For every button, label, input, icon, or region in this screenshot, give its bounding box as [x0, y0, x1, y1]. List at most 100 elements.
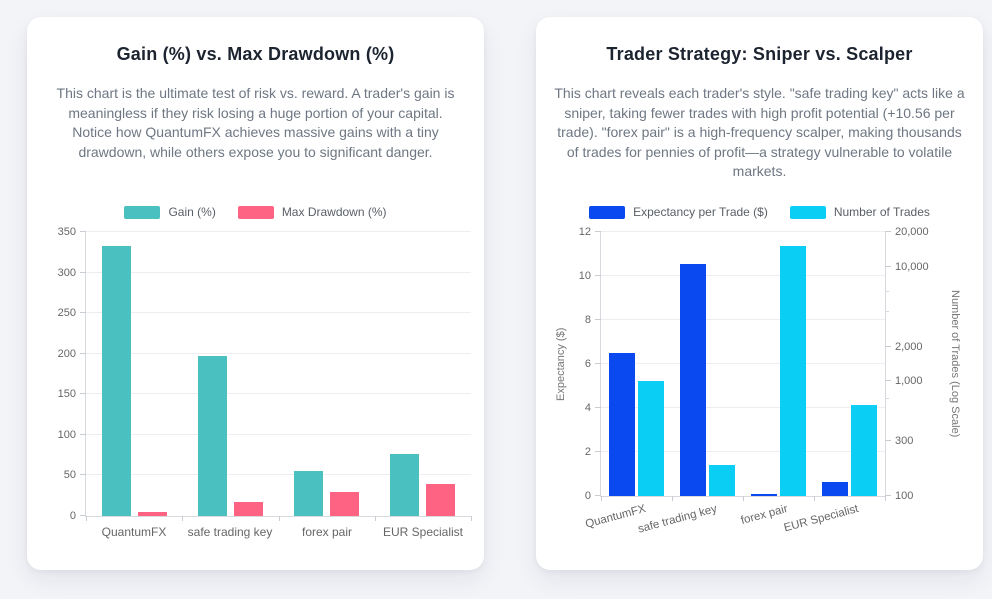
- y-axis-tick-mark: [595, 319, 601, 320]
- x-axis-tick-mark: [471, 516, 472, 521]
- y-axis-tick-mark: [595, 495, 601, 496]
- x-axis-tick-mark: [86, 516, 87, 521]
- y-axis-tick-label: 12: [578, 226, 591, 238]
- legend-item-expectancy[interactable]: Expectancy per Trade ($): [589, 205, 768, 219]
- bar-expectancy-per-trade-forex-pair: [751, 493, 777, 496]
- gain-legend-swatch: [124, 205, 161, 219]
- bar-expectancy-per-trade-quantumfx: [609, 353, 635, 496]
- gridline: [86, 353, 471, 354]
- gridline: [601, 407, 885, 408]
- y-axis-tick-mark: [595, 275, 601, 276]
- right-axis-minor-tick-mark: [885, 291, 889, 292]
- y-axis-tick-label: 8: [584, 314, 591, 326]
- right-axis-tick-label: 20,000: [895, 226, 929, 238]
- y-axis-tick-label: 4: [584, 402, 591, 414]
- expectancy-legend-swatch: [589, 205, 626, 219]
- trader-strategy-plot-area: 0 2 4 6 8 10 12 100 300 1,000 2,000 10,000 20,000 Qua…: [579, 226, 929, 536]
- y-axis-tick-mark: [595, 451, 601, 452]
- gain-drawdown-card: Gain (%) vs. Max Drawdown (%) This chart…: [27, 17, 484, 570]
- y-axis-tick-label: 100: [57, 429, 76, 441]
- category-label-quantumfx: QuantumFX: [101, 525, 167, 539]
- category-label-eur-specialist: EUR Specialist: [782, 503, 861, 535]
- trader-strategy-title: Trader Strategy: Sniper vs. Scalper: [606, 44, 913, 64]
- y-axis-tick-label: 6: [584, 358, 591, 370]
- gridline: [601, 275, 885, 276]
- bar-expectancy-per-trade-safe-trading-key: [680, 263, 706, 496]
- right-axis-tick-mark: [885, 380, 891, 381]
- y-axis-tick-label: 200: [57, 348, 76, 360]
- category-label-safe-trading-key: safe trading key: [187, 525, 273, 539]
- gridline: [86, 231, 471, 232]
- y-axis-tick-mark: [80, 312, 86, 313]
- gain-drawdown-description: This chart is the ultimate test of risk …: [56, 85, 455, 160]
- max-drawdown-legend-label: Max Drawdown (%): [281, 205, 387, 219]
- y-axis-tick-mark: [595, 363, 601, 364]
- bar-max-drawdown-quantumfx: [138, 512, 167, 516]
- x-axis-tick-mark: [672, 496, 673, 501]
- right-axis-tick-mark: [885, 346, 891, 347]
- category-label-safe-trading-key: safe trading key: [636, 503, 719, 536]
- legend-item-max-drawdown[interactable]: Max Drawdown (%): [237, 205, 387, 219]
- category-label-forex-pair: forex pair: [301, 525, 353, 539]
- x-axis-tick-mark: [375, 516, 376, 521]
- right-axis-tick-label: 2,000: [895, 341, 923, 353]
- gridline: [601, 363, 885, 364]
- y-axis-tick-label: 50: [63, 469, 76, 481]
- bar-number-of-trades-safe-trading-key: [709, 464, 735, 496]
- gridline: [86, 312, 471, 313]
- number-of-trades-axis-title: Number of Trades (Log Scale): [949, 290, 961, 438]
- gridline: [86, 272, 471, 273]
- gain-drawdown-plot-area: 0 50 100 150 200 250 300 350 QuantumFX safe tradi…: [58, 226, 472, 539]
- y-axis-tick-label: 2: [584, 446, 591, 458]
- right-axis-tick-mark: [885, 266, 891, 267]
- category-label-forex-pair: forex pair: [739, 503, 790, 527]
- x-axis-tick-mark: [279, 516, 280, 521]
- bar-number-of-trades-quantumfx: [638, 381, 664, 496]
- y-axis-tick-label: 0: [69, 510, 76, 522]
- y-axis-tick-label: 250: [57, 307, 76, 319]
- legend-item-number-of-trades[interactable]: Number of Trades: [789, 205, 930, 219]
- y-axis-tick-mark: [80, 434, 86, 435]
- right-axis-tick-label: 1,000: [895, 375, 923, 387]
- y-axis-tick-mark: [80, 353, 86, 354]
- y-axis-tick-label: 300: [57, 267, 76, 279]
- right-axis-tick-mark: [885, 231, 891, 232]
- gridline: [601, 451, 885, 452]
- legend-item-gain[interactable]: Gain (%): [124, 205, 216, 219]
- right-axis-minor-tick-mark: [885, 398, 889, 399]
- gain-drawdown-title: Gain (%) vs. Max Drawdown (%): [116, 44, 395, 64]
- bar-gain-quantumfx: [102, 245, 131, 516]
- y-axis-tick-mark: [80, 393, 86, 394]
- gridline: [86, 434, 471, 435]
- y-axis-tick-label: 10: [578, 270, 591, 282]
- right-axis-tick-label: 100: [895, 490, 914, 502]
- y-axis-tick-mark: [80, 474, 86, 475]
- trader-strategy-card: Trader Strategy: Sniper vs. Scalper This…: [536, 17, 983, 570]
- trader-strategy-chart: Expectancy per Trade ($) Number of Trade…: [536, 204, 983, 554]
- max-drawdown-legend-swatch: [237, 205, 274, 219]
- right-axis-tick-label: 300: [895, 435, 914, 447]
- expectancy-legend-label: Expectancy per Trade ($): [633, 205, 768, 219]
- x-axis-tick-mark: [601, 496, 602, 501]
- y-axis-tick-label: 350: [57, 226, 76, 238]
- bar-max-drawdown-eur-specialist: [426, 483, 455, 516]
- y-axis-tick-mark: [595, 231, 601, 232]
- number-of-trades-legend-swatch: [789, 205, 826, 219]
- gridline: [601, 319, 885, 320]
- x-axis-tick-mark: [182, 516, 183, 521]
- gain-legend-label: Gain (%): [168, 205, 216, 219]
- bar-gain-eur-specialist: [390, 453, 419, 516]
- right-axis-tick-mark: [885, 440, 891, 441]
- y-axis-tick-label: 0: [584, 490, 591, 502]
- bar-number-of-trades-eur-specialist: [851, 405, 877, 496]
- number-of-trades-legend-label: Number of Trades: [833, 205, 930, 219]
- bar-expectancy-per-trade-eur-specialist: [822, 481, 848, 496]
- category-label-eur-specialist: EUR Specialist: [382, 525, 464, 539]
- bar-number-of-trades-forex-pair: [780, 246, 806, 496]
- x-axis-tick-mark: [814, 496, 815, 501]
- y-axis-tick-label: 150: [57, 388, 76, 400]
- bar-max-drawdown-safe-trading-key: [234, 501, 263, 516]
- x-axis-tick-mark: [743, 496, 744, 501]
- trader-strategy-description: This chart reveals each trader's style. …: [554, 85, 965, 179]
- x-axis-tick-mark: [885, 496, 886, 501]
